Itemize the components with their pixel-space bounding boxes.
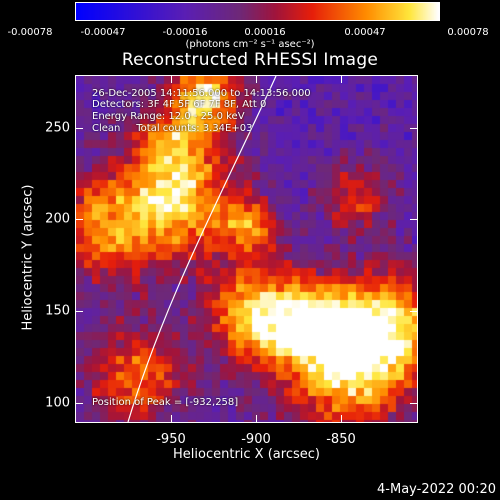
y-tick-label: 100 bbox=[45, 395, 70, 411]
colorbar-tick-label: 0.00047 bbox=[344, 27, 386, 38]
x-tick-label: -850 bbox=[326, 432, 356, 447]
y-axis-label: Heliocentric Y (arcsec) bbox=[20, 184, 36, 331]
clean-total-counts: Clean Total counts: 3.34E+03 bbox=[92, 123, 253, 134]
limb-curve bbox=[127, 76, 277, 422]
colorbar-tick-label: -0.00016 bbox=[162, 27, 208, 38]
colorbar-tick-label: 0.00078 bbox=[447, 27, 489, 38]
date-stamp: 4-May-2022 00:20 bbox=[377, 482, 496, 497]
colorbar bbox=[76, 3, 439, 20]
colorbar-tick-label: -0.00047 bbox=[80, 27, 126, 38]
image-title: Reconstructed RHESSI Image bbox=[121, 50, 379, 70]
x-tick-label: -950 bbox=[156, 432, 186, 447]
energy-range: Energy Range: 12.0 - 25.0 keV bbox=[92, 111, 245, 122]
colorbar-tick-label: 0.00016 bbox=[244, 27, 286, 38]
colorbar-units: (photons cm⁻² s⁻¹ asec⁻²) bbox=[185, 39, 315, 50]
x-axis-label: Heliocentric X (arcsec) bbox=[173, 447, 320, 462]
time-range: 26-Dec-2005 14:11:56.000 to 14:13:56.000 bbox=[92, 88, 311, 99]
image-plot bbox=[75, 75, 418, 423]
y-tick-label: 250 bbox=[45, 120, 70, 136]
colorbar-frame bbox=[75, 2, 440, 21]
peak-position: Position of Peak = [-932,258] bbox=[92, 397, 239, 408]
y-tick-label: 150 bbox=[45, 303, 70, 319]
detectors-info: Detectors: 3F 4F 5F 6F 7F 8F, Att 0 bbox=[92, 99, 267, 110]
y-tick-label: 200 bbox=[45, 211, 70, 227]
x-tick-label: -900 bbox=[241, 432, 271, 447]
rhessi-image bbox=[76, 76, 417, 422]
colorbar-tick-label: -0.00078 bbox=[7, 27, 53, 38]
